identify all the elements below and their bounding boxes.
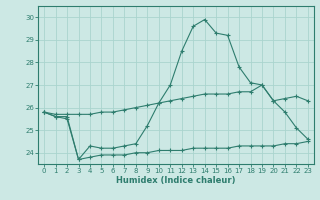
X-axis label: Humidex (Indice chaleur): Humidex (Indice chaleur) xyxy=(116,176,236,185)
